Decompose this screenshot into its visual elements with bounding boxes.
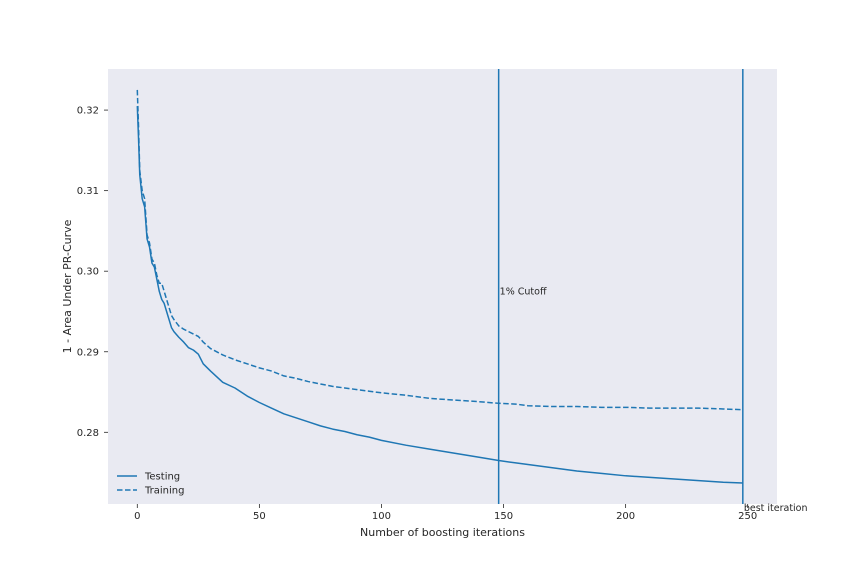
plot-area bbox=[108, 69, 777, 504]
vline-layer: 1% Cutoff best iteration bbox=[497, 69, 808, 514]
y-ticks: 0.28 0.29 0.30 0.31 0.32 bbox=[77, 106, 108, 439]
vline-label-1: best iteration bbox=[744, 503, 808, 514]
x-tick-label: 200 bbox=[616, 511, 635, 522]
vline-label-0: 1% Cutoff bbox=[500, 286, 547, 297]
x-tick-label: 0 bbox=[134, 511, 140, 522]
y-tick-label: 0.32 bbox=[77, 106, 99, 117]
y-tick-label: 0.31 bbox=[77, 186, 99, 197]
y-axis-label: 1 - Area Under PR-Curve bbox=[61, 219, 74, 353]
legend-label-testing: Testing bbox=[144, 472, 180, 483]
legend-label-training: Training bbox=[144, 486, 184, 497]
series-layer bbox=[136, 89, 743, 484]
x-axis-label: Number of boosting iterations bbox=[360, 526, 525, 539]
x-tick-label: 50 bbox=[253, 511, 266, 522]
x-tick-label: 100 bbox=[372, 511, 391, 522]
x-ticks: 0 50 100 150 200 250 bbox=[134, 504, 757, 522]
legend: Testing Training bbox=[117, 472, 184, 497]
series-line-testing bbox=[136, 106, 743, 484]
x-tick-label: 250 bbox=[738, 511, 757, 522]
x-tick-label: 150 bbox=[494, 511, 513, 522]
y-tick-label: 0.30 bbox=[77, 267, 99, 278]
y-tick-label: 0.29 bbox=[77, 347, 99, 358]
series-line-training bbox=[136, 89, 743, 411]
y-tick-label: 0.28 bbox=[77, 428, 99, 439]
